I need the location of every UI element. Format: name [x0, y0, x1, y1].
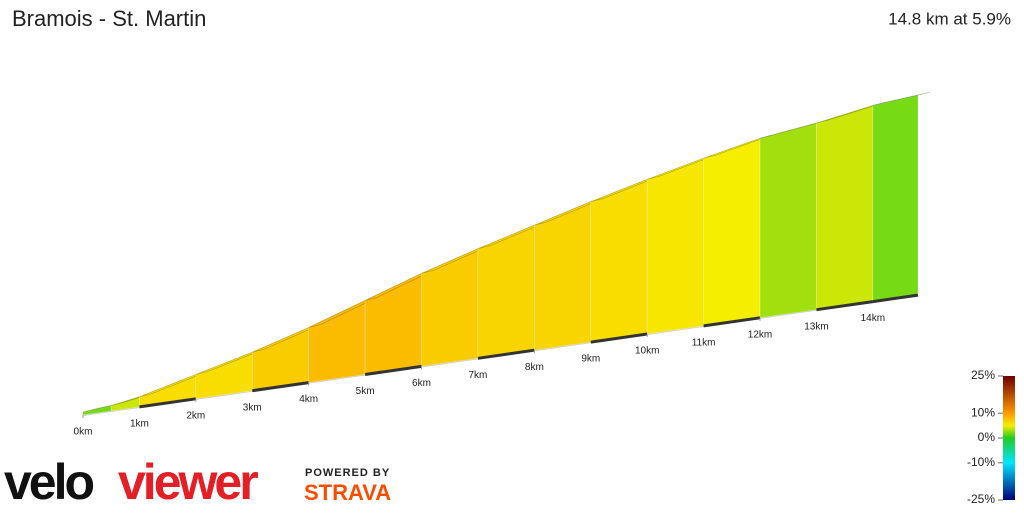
logo-viewer: viewer — [118, 454, 258, 510]
km-band — [364, 364, 422, 376]
km-label: 10km — [635, 346, 659, 357]
km-band — [477, 348, 535, 360]
km-label: 1km — [130, 419, 149, 430]
km-band — [872, 293, 919, 304]
segment — [421, 245, 491, 367]
segment — [534, 198, 603, 351]
km-label: 8km — [525, 362, 544, 373]
powered-by: POWERED BY — [305, 467, 390, 479]
km-label: 6km — [412, 378, 431, 389]
km-label: 11km — [692, 338, 716, 349]
segment-face — [590, 178, 648, 343]
km-label: 3km — [243, 402, 262, 413]
segment-face — [421, 248, 479, 367]
km-label: 2km — [186, 410, 205, 421]
segment-face — [759, 122, 817, 319]
segment-face — [195, 351, 253, 400]
colorbar-label: 10% — [971, 405, 995, 419]
segment — [872, 91, 931, 303]
title: Bramois - St. Martin — [12, 6, 206, 31]
km-label: 7km — [468, 370, 487, 381]
colorbar-label: 25% — [971, 368, 995, 382]
segment-face — [534, 201, 592, 351]
strava: STRAVA — [304, 480, 391, 505]
segment-face — [646, 157, 704, 335]
km-band — [252, 381, 309, 393]
km-band — [703, 316, 761, 328]
colorbar-label: -10% — [967, 455, 995, 469]
colorbar — [1003, 376, 1015, 500]
km-label: 14km — [861, 313, 885, 324]
km-band — [816, 300, 874, 312]
km-band — [139, 397, 197, 409]
segment-top — [872, 91, 931, 106]
logo-velo: velo — [4, 454, 94, 510]
segment — [646, 154, 716, 335]
km-label: 9km — [581, 354, 600, 365]
segment-face — [703, 137, 761, 327]
segment-face — [251, 326, 310, 392]
km-label: 4km — [299, 394, 318, 405]
segment — [477, 221, 547, 359]
km-label: 13km — [804, 321, 828, 332]
colorbar-label: -25% — [967, 492, 995, 506]
km-band — [590, 332, 648, 344]
segment-face — [872, 94, 919, 303]
segment — [703, 134, 773, 327]
km-label: 12km — [748, 329, 772, 340]
segment-face — [816, 104, 874, 311]
km-label: 0km — [74, 427, 93, 438]
km-label: 5km — [356, 386, 375, 397]
colorbar-label: 0% — [978, 430, 996, 444]
segment-face — [308, 299, 366, 384]
summary: 14.8 km at 5.9% — [888, 9, 1011, 28]
